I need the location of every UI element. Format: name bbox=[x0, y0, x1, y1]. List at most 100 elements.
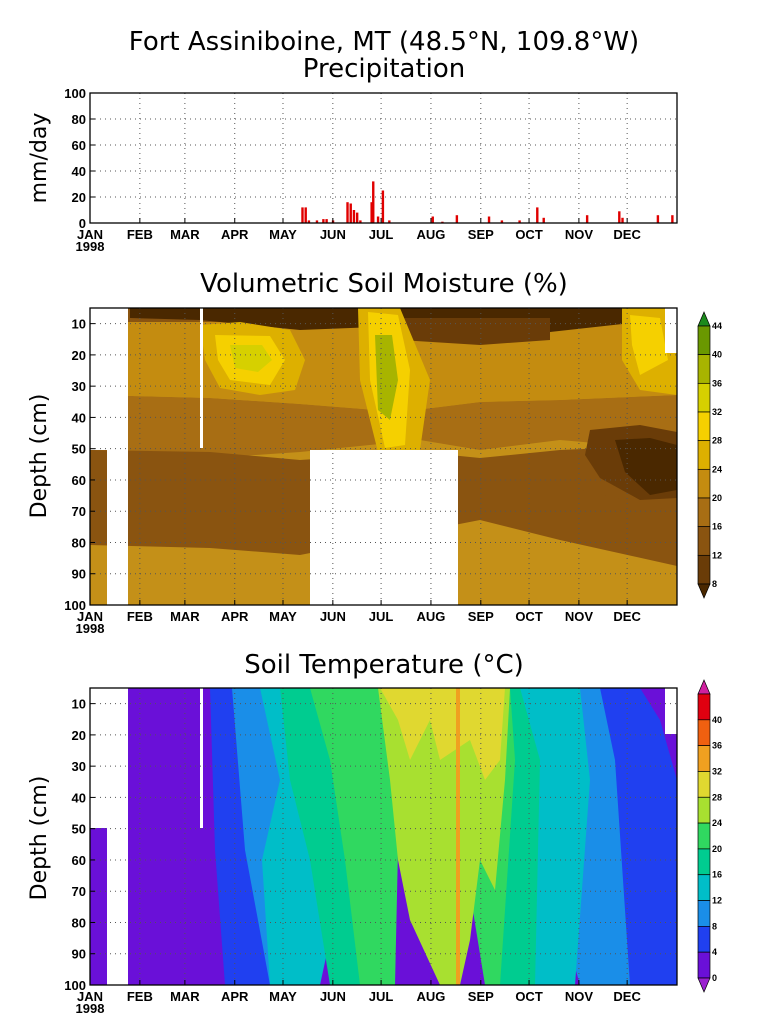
moisture-x-tick-label: FEB bbox=[127, 609, 153, 624]
temperature-x-tick-label: AUG bbox=[416, 989, 445, 1004]
moisture-colorbar-label: 44 bbox=[712, 321, 722, 331]
temperature-x-tick-label: NOV bbox=[565, 989, 594, 1004]
temperature-x-tick-label: JUL bbox=[369, 989, 394, 1004]
precip-y-tick-label: 100 bbox=[64, 86, 86, 101]
precip-bar bbox=[585, 215, 589, 223]
temperature-y-tick-label: 30 bbox=[72, 759, 86, 774]
moisture-y-tick-label: 70 bbox=[72, 504, 86, 519]
precip-plot-frame bbox=[89, 92, 678, 224]
moisture-x-ticks: JAN FEB MAR APR MAY JUN JUL AUG SEP OCT NOV DEC 1998 bbox=[76, 600, 641, 636]
temperature-colorbar-segment bbox=[697, 951, 711, 979]
precip-y-tick-label: 60 bbox=[72, 138, 86, 153]
precip-bar bbox=[307, 220, 311, 223]
precip-bar bbox=[372, 181, 375, 223]
moisture-missing-jan-upper bbox=[90, 308, 128, 450]
precip-bar bbox=[376, 216, 380, 223]
precip-y-tick-label: 40 bbox=[72, 164, 86, 179]
precip-bar bbox=[322, 219, 325, 223]
precip-bar bbox=[349, 203, 352, 223]
moisture-x-tick-label: JUN bbox=[320, 609, 346, 624]
precip-y-tick-label: 80 bbox=[72, 112, 86, 127]
moisture-x-tick-label: OCT bbox=[515, 609, 543, 624]
precip-grid bbox=[90, 93, 677, 223]
moisture-colorbar-label: 8 bbox=[712, 579, 717, 589]
temperature-y-tick-label: 40 bbox=[72, 790, 86, 805]
precip-bar bbox=[500, 220, 504, 223]
precip-x-tick-label: APR bbox=[221, 227, 249, 242]
moisture-colorbar-label: 20 bbox=[712, 493, 722, 503]
temperature-x-tick-label: OCT bbox=[515, 989, 543, 1004]
temperature-colorbar-segment bbox=[697, 693, 711, 721]
temperature-x-ticks: JAN FEB MAR APR MAY JUN JUL AUG SEP OCT NOV DEC 1998 bbox=[76, 980, 641, 1016]
temperature-plot-frame bbox=[89, 687, 678, 986]
moisture-colorbar-top-tip bbox=[697, 311, 711, 327]
temperature-colorbar-segment bbox=[697, 745, 711, 772]
precip-bar bbox=[671, 215, 674, 223]
temperature-colorbar-label: 12 bbox=[712, 896, 722, 906]
moisture-y-axis-label: Depth (cm) bbox=[27, 394, 52, 519]
precip-x-tick-label: JUL bbox=[369, 227, 394, 242]
temperature-x-tick-label: SEP bbox=[468, 989, 494, 1004]
moisture-colorbar-bottom-tip bbox=[697, 583, 711, 599]
temperature-colorbar-segment bbox=[697, 874, 711, 901]
chart-subtitle: Precipitation bbox=[303, 54, 466, 84]
precip-x-tick-label: AUG bbox=[416, 227, 445, 242]
moisture-x-tick-label: JAN bbox=[77, 609, 103, 624]
moisture-dark-strip-summer bbox=[400, 318, 550, 345]
temperature-colorbar-label: 36 bbox=[712, 741, 722, 751]
moisture-x-tick-label: JUL bbox=[369, 609, 394, 624]
precip-x-tick-label: JUN bbox=[320, 227, 346, 242]
moisture-plot-frame bbox=[89, 307, 678, 606]
temperature-colorbar-segment bbox=[697, 926, 711, 953]
precip-bar bbox=[304, 207, 307, 223]
precip-year-label: 1998 bbox=[76, 239, 105, 254]
temperature-colorbar-segment bbox=[697, 900, 711, 927]
precip-bar bbox=[370, 202, 373, 223]
temperature-y-axis-label: Depth (cm) bbox=[27, 776, 52, 901]
moisture-colorbar-segment bbox=[697, 325, 711, 356]
precip-y-tick-label: 0 bbox=[79, 216, 86, 231]
moisture-x-tick-label: NOV bbox=[565, 609, 594, 624]
precip-bar bbox=[431, 216, 434, 223]
moisture-colorbar-segment bbox=[697, 382, 711, 413]
precip-bar bbox=[487, 216, 491, 223]
temperature-year-label: 1998 bbox=[76, 1001, 105, 1016]
precip-bar bbox=[346, 202, 349, 223]
temperature-y-tick-label: 20 bbox=[72, 728, 86, 743]
moisture-colorbar-segment bbox=[697, 354, 711, 384]
temperature-x-tick-label: DEC bbox=[613, 989, 641, 1004]
temperature-colorbar-label: 32 bbox=[712, 766, 722, 776]
precip-x-tick-label: SEP bbox=[468, 227, 494, 242]
temperature-y-tick-label: 100 bbox=[64, 978, 86, 993]
moisture-missing-mar bbox=[200, 308, 203, 448]
precip-x-tick-label: MAR bbox=[170, 227, 200, 242]
precip-x-tick-label: FEB bbox=[127, 227, 153, 242]
moisture-y-tick-label: 100 bbox=[64, 598, 86, 613]
precip-bars bbox=[301, 181, 674, 223]
moisture-heatmap bbox=[90, 308, 677, 605]
temp-missing-mar bbox=[200, 688, 203, 828]
temperature-colorbar-label: 20 bbox=[712, 844, 722, 854]
moisture-x-tick-label: MAY bbox=[269, 609, 297, 624]
moisture-y-tick-label: 60 bbox=[72, 473, 86, 488]
moisture-colorbar-label: 36 bbox=[712, 378, 722, 388]
precip-x-tick-label: NOV bbox=[565, 227, 594, 242]
precip-y-tick-label: 20 bbox=[72, 190, 86, 205]
moisture-y-tick-label: 90 bbox=[72, 567, 86, 582]
moisture-colorbar: 8 12 16 20 24 28 32 36 40 44 bbox=[697, 311, 722, 599]
temperature-y-tick-label: 60 bbox=[72, 853, 86, 868]
precip-x-tick-label: DEC bbox=[613, 227, 641, 242]
moisture-y-tick-label: 20 bbox=[72, 348, 86, 363]
moisture-x-tick-label: MAR bbox=[170, 609, 200, 624]
moisture-colorbar-label: 16 bbox=[712, 522, 722, 532]
moisture-y-tick-label: 40 bbox=[72, 410, 86, 425]
temperature-colorbar-label: 24 bbox=[712, 818, 722, 828]
precip-bar bbox=[301, 207, 304, 223]
moisture-x-tick-label: DEC bbox=[613, 609, 641, 624]
temperature-x-tick-label: FEB bbox=[127, 989, 153, 1004]
precip-bar bbox=[352, 210, 356, 223]
moisture-colorbar-segment bbox=[697, 497, 711, 528]
temperature-colorbar-segment bbox=[697, 719, 711, 746]
temperature-colorbar-label: 40 bbox=[712, 715, 722, 725]
temperature-colorbar-segment bbox=[697, 796, 711, 824]
